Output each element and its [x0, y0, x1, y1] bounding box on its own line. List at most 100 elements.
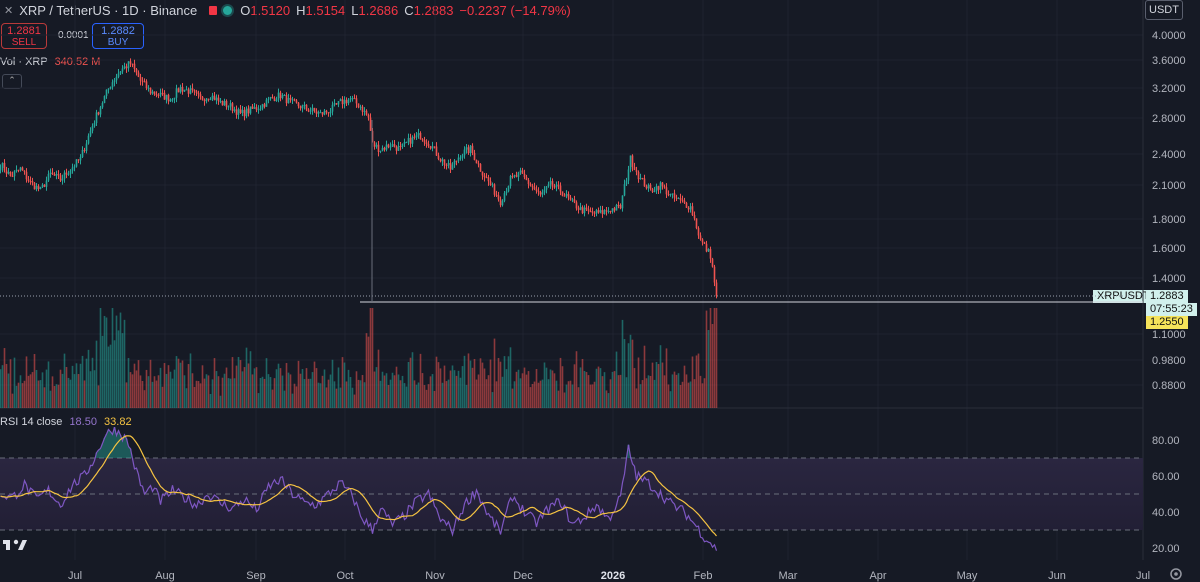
volume-bar — [147, 376, 150, 408]
volume-bar — [561, 366, 564, 408]
symbol-title[interactable]: XRP / TetherUS · 1D · Binance — [19, 2, 198, 18]
volume-bar — [645, 378, 648, 408]
volume-bar — [75, 363, 78, 408]
volume-bar — [277, 363, 280, 408]
candle-body — [211, 95, 214, 100]
volume-bar — [567, 381, 570, 408]
price-tick-label: 2.4000 — [1152, 149, 1186, 161]
tradingview-logo[interactable] — [3, 539, 27, 550]
currency-selector[interactable]: USDT — [1145, 0, 1183, 20]
candle-body — [471, 145, 474, 153]
candle-body — [711, 258, 714, 267]
rsi-overbought-fill — [95, 427, 632, 458]
sell-button[interactable]: 1.2881 SELL — [1, 23, 47, 49]
volume-bar — [513, 381, 516, 408]
volume-bar — [467, 353, 470, 408]
volume-bar — [505, 369, 508, 408]
volume-bar — [347, 369, 350, 408]
candle-body — [399, 146, 402, 148]
volume-bar — [571, 384, 574, 408]
candle-body — [107, 88, 110, 90]
candle-body — [329, 111, 332, 114]
volume-bar — [613, 371, 616, 408]
price-tick-label: 4.0000 — [1152, 30, 1186, 42]
candle-body — [33, 182, 36, 190]
volume-bar — [59, 369, 62, 408]
candle-body — [361, 106, 364, 112]
volume-bar — [107, 346, 110, 408]
candle-body — [151, 91, 154, 94]
candle-body — [261, 104, 264, 109]
volume-bar — [329, 374, 332, 408]
close-icon[interactable]: ✕ — [4, 4, 14, 17]
time-axis[interactable]: Jul Aug Sep Oct Nov Dec 2026 Feb Mar Apr May Jun Jul — [68, 570, 1150, 582]
volume-bar — [445, 381, 448, 408]
volume-bar — [345, 381, 348, 408]
candle-body — [163, 92, 166, 100]
ohlc-close: C1.2883 — [404, 3, 453, 18]
candle-body — [605, 210, 608, 212]
candle-body — [645, 186, 648, 189]
candle-body — [189, 88, 192, 94]
candle-body — [223, 101, 226, 106]
volume-bar — [87, 349, 90, 408]
volume-bar — [141, 381, 144, 408]
candle-body — [575, 202, 578, 209]
candle-body — [363, 110, 366, 112]
candle-body — [507, 186, 510, 192]
candle-body — [51, 172, 54, 175]
settings-gear-icon[interactable] — [1170, 568, 1182, 580]
volume-bar — [167, 365, 170, 408]
volume-bar — [427, 384, 430, 408]
volume-bar — [531, 383, 534, 408]
volume-bar — [405, 386, 408, 408]
volume-bar — [335, 388, 338, 408]
price-tick-label: 0.9800 — [1152, 355, 1186, 367]
price-tick-label: 3.2000 — [1152, 83, 1186, 95]
volume-bar — [601, 376, 604, 408]
volume-bar — [237, 356, 240, 408]
candle-body — [125, 66, 128, 69]
candle-body — [397, 146, 400, 151]
candle-body — [195, 91, 198, 93]
volume-bar — [677, 373, 680, 408]
rsi-legend[interactable]: RSI 14 close 18.50 33.82 — [0, 416, 132, 428]
volume-bar — [225, 367, 228, 408]
volume-bar — [137, 360, 140, 408]
volume-bar — [227, 378, 230, 408]
candle-body — [447, 162, 450, 166]
volume-legend[interactable]: Vol · XRP 340.52 M — [0, 56, 100, 68]
candle-body — [53, 174, 56, 176]
candle-body — [563, 195, 566, 197]
rsi-series — [0, 427, 718, 551]
volume-bar — [591, 384, 594, 408]
volume-bar — [187, 364, 190, 408]
volume-bar — [181, 360, 184, 408]
price-lines — [0, 120, 1143, 303]
volume-bar — [653, 379, 656, 408]
candle-body — [591, 211, 594, 213]
candle-body — [439, 158, 442, 162]
candle-body — [581, 207, 584, 214]
red-flag-icon[interactable] — [209, 5, 218, 15]
price-axis[interactable]: 4.0000 3.6000 3.2000 2.8000 2.4000 2.1000 1.80… — [1152, 30, 1186, 555]
volume-bar — [179, 362, 182, 408]
volume-bar — [407, 362, 410, 408]
candle-body — [413, 136, 416, 138]
volume-bar — [393, 375, 396, 408]
volume-bar — [251, 374, 254, 408]
candle-body — [0, 167, 2, 171]
volume-bar — [31, 372, 34, 408]
volume-bar — [253, 368, 256, 408]
buy-button[interactable]: 1.2882 BUY — [92, 23, 144, 49]
candle-body — [307, 109, 310, 112]
candle-body — [175, 88, 178, 98]
volume-bar — [495, 381, 498, 408]
volume-bar — [521, 373, 524, 408]
volume-bar — [621, 319, 624, 408]
volume-bar — [365, 333, 368, 408]
candle-body — [657, 186, 660, 190]
volume-bar — [449, 370, 452, 408]
candle-body — [91, 126, 94, 131]
